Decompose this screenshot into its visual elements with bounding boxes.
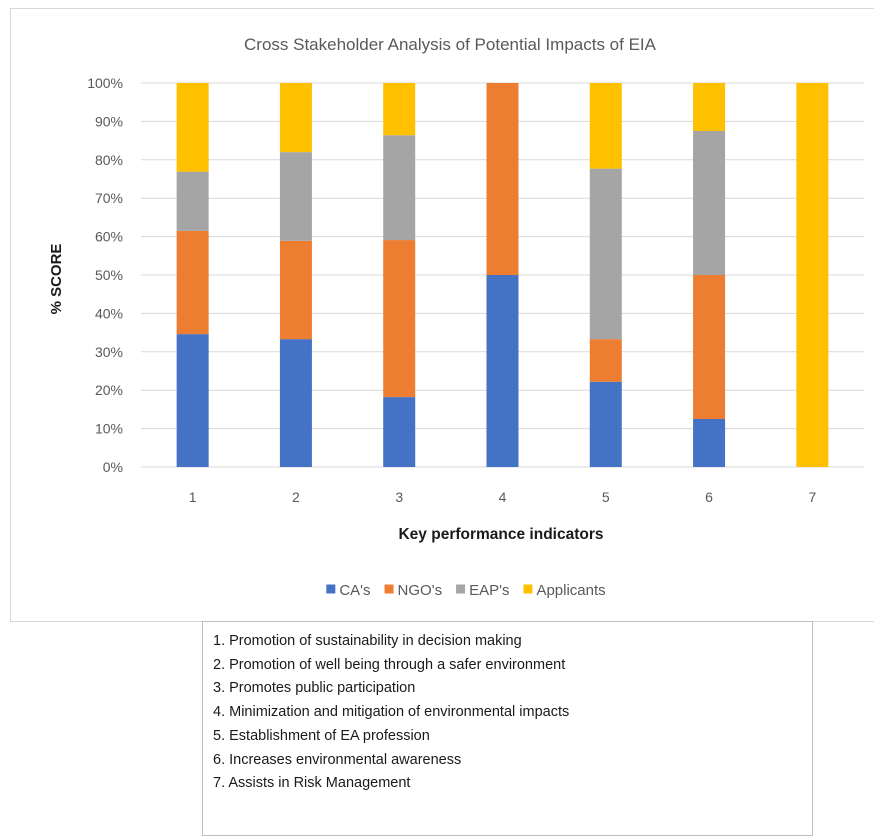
bar-segment (279, 152, 312, 241)
bar-segment (383, 397, 416, 467)
kpi-item: 4. Minimization and mitigation of enviro… (213, 704, 570, 721)
legend-label: CA's (339, 582, 370, 599)
kpi-item: 3. Promotes public participation (213, 680, 416, 697)
y-tick-label: 10% (95, 421, 123, 437)
bars (176, 83, 829, 467)
chart-area: 0% 10% 20% 30% 40% 50% 60% 70% 80% 90% 100% 1 2 3 4 5 6… (10, 8, 874, 622)
chart-legend: CA's NGO's EAP's Applicants (326, 582, 606, 599)
x-tick-label: 6 (705, 489, 713, 505)
bar-segment (796, 83, 829, 467)
bar-segment (693, 83, 726, 131)
legend-label: EAP's (469, 582, 509, 599)
y-tick-label: 40% (95, 305, 123, 321)
y-tick-labels: 0% 10% 20% 30% 40% 50% 60% 70% 80% 90% 100% (87, 75, 123, 475)
x-tick-label: 7 (808, 489, 816, 505)
legend-swatch (523, 584, 533, 594)
bar-segment (176, 83, 209, 172)
kpi-item: 7. Assists in Risk Management (213, 775, 411, 792)
kpi-item: 1. Promotion of sustainability in decisi… (213, 633, 522, 649)
bar-segment (589, 83, 622, 169)
kpi-item: 2. Promotion of well being through a saf… (213, 656, 566, 673)
y-tick-label: 70% (95, 190, 123, 206)
legend-swatch (456, 584, 466, 594)
bar-segment (176, 334, 209, 467)
x-tick-label: 3 (395, 489, 403, 505)
bar-segment (383, 135, 416, 241)
legend-swatch (326, 584, 336, 594)
bar-segment (383, 83, 416, 136)
kpi-list: 1. Promotion of sustainability in decisi… (213, 630, 812, 796)
x-axis-title: Key performance indicators (398, 526, 603, 543)
chart-title: Cross Stakeholder Analysis of Potential … (244, 35, 657, 54)
bar-segment (693, 275, 726, 419)
bar-segment (589, 339, 622, 382)
chart-svg: 0% 10% 20% 30% 40% 50% 60% 70% 80% 90% 100% 1 2 3 4 5 6… (48, 35, 864, 599)
bar-segment (279, 83, 312, 153)
y-tick-label: 0% (103, 459, 123, 475)
y-tick-label: 90% (95, 113, 123, 129)
legend-label: Applicants (536, 582, 605, 599)
bar-segment (176, 171, 209, 231)
kpi-item: 5. Establishment of EA profession (213, 727, 430, 744)
y-tick-label: 100% (87, 75, 123, 91)
x-tick-label: 5 (602, 489, 610, 505)
bar-segment (589, 381, 622, 467)
x-tick-label: 2 (292, 489, 300, 505)
y-tick-label: 60% (95, 229, 123, 245)
x-tick-label: 1 (189, 489, 197, 505)
bar-segment (486, 275, 519, 467)
bar-segment (279, 339, 312, 467)
kpi-item: 6. Increases environmental awareness (213, 751, 462, 768)
y-tick-label: 30% (95, 344, 123, 360)
y-tick-label: 50% (95, 267, 123, 283)
x-tick-labels: 1 2 3 4 5 6 7 (189, 489, 817, 505)
legend-swatch (384, 584, 394, 594)
legend-label: NGO's (398, 582, 443, 599)
bar-segment (693, 131, 726, 275)
bar-segment (176, 230, 209, 335)
x-tick-label: 4 (499, 489, 507, 505)
y-tick-label: 80% (95, 152, 123, 168)
bar-segment (383, 240, 416, 398)
kpi-legend-box: 1. Promotion of sustainability in decisi… (202, 621, 813, 836)
bar-segment (486, 83, 519, 275)
bar-segment (693, 419, 726, 467)
bar-segment (279, 240, 312, 340)
y-axis-title: % SCORE (48, 244, 65, 315)
bar-segment (589, 168, 622, 340)
y-tick-label: 20% (95, 382, 123, 398)
